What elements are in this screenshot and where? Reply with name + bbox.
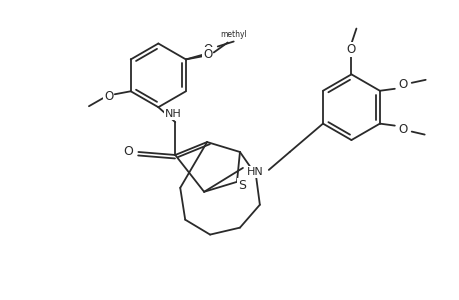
Text: O: O [203,43,212,56]
Text: methyl: methyl [220,30,246,39]
Text: O: O [203,48,212,61]
Text: O: O [346,43,355,56]
Text: HN: HN [246,167,263,177]
Text: O: O [397,78,407,91]
Text: O: O [104,90,113,103]
Text: O: O [123,146,133,158]
Text: S: S [237,179,246,192]
Text: NH: NH [164,109,181,119]
Text: O: O [397,123,407,136]
